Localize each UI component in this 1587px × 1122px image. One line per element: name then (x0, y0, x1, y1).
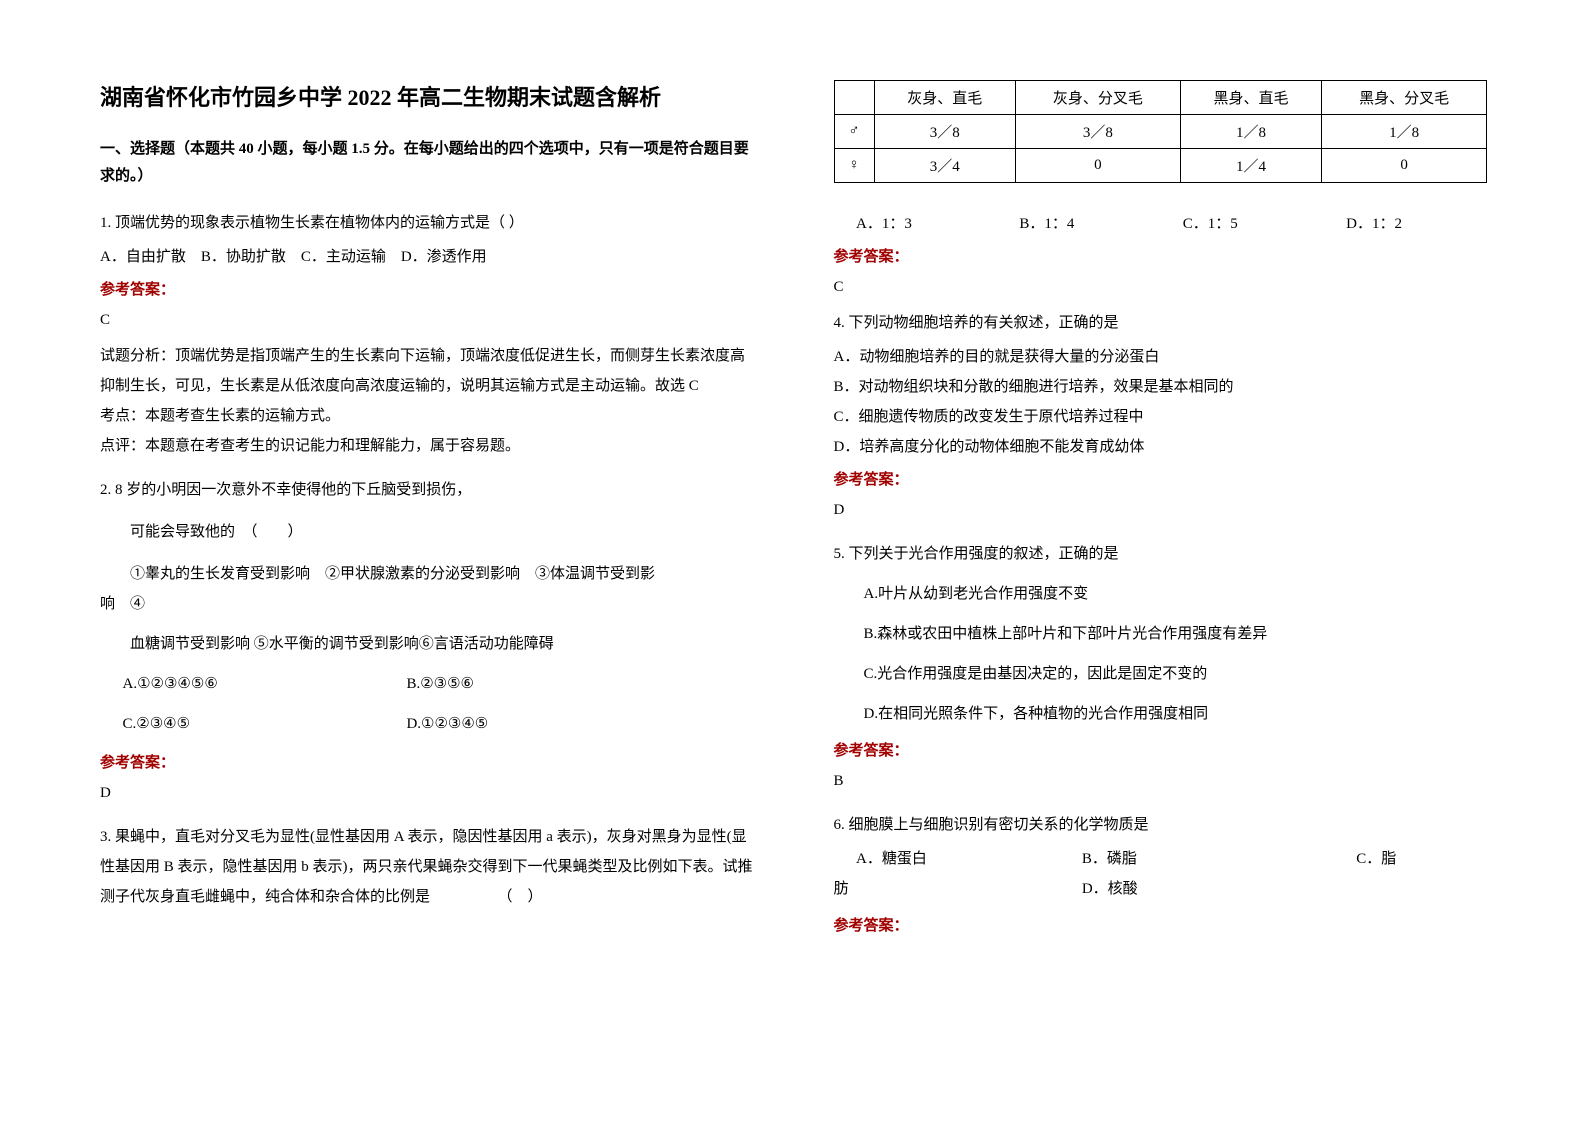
q6-optC: C．脂 (1356, 844, 1487, 874)
q2-stem3b: 响 ④ (100, 589, 754, 619)
q5-optB: B.森林或农田中植株上部叶片和下部叶片光合作用强度有差异 (834, 619, 1488, 649)
table-r0c4: 1／8 (1322, 115, 1487, 149)
q5-optD: D.在相同光照条件下，各种植物的光合作用强度相同 (834, 699, 1488, 729)
q3-optA: A．1：3 (834, 209, 997, 239)
table-row: ♂ 3／8 3／8 1／8 1／8 (834, 115, 1487, 149)
q6-row2: 肪 D．核酸 (834, 874, 1488, 904)
table-header-row: 灰身、直毛 灰身、分叉毛 黑身、直毛 黑身、分叉毛 (834, 81, 1487, 115)
q6-row2a: 肪 (834, 874, 1082, 904)
q5-answer: B (834, 766, 1488, 796)
q1-answer: C (100, 305, 754, 335)
question-1: 1. 顶端优势的现象表示植物生长素在植物体内的运输方式是（ ） A．自由扩散 B… (100, 208, 754, 461)
q3-table: 灰身、直毛 灰身、分叉毛 黑身、直毛 黑身、分叉毛 ♂ 3／8 3／8 1／8 … (834, 80, 1488, 183)
q2-stem4: 血糖调节受到影响 ⑤水平衡的调节受到影响⑥言语活动功能障碍 (100, 629, 754, 659)
q3-optB: B．1：4 (997, 209, 1160, 239)
q5-optA: A.叶片从幼到老光合作用强度不变 (834, 579, 1488, 609)
q4-optA: A．动物细胞培养的目的就是获得大量的分泌蛋白 (834, 342, 1488, 372)
q1-options: A．自由扩散 B．协助扩散 C．主动运输 D．渗透作用 (100, 242, 754, 272)
q6-optA: A．糖蛋白 (834, 844, 1082, 874)
q2-stem1: 2. 8 岁的小明因一次意外不幸使得他的下丘脑受到损伤， (100, 475, 754, 505)
q2-stem3: ①睾丸的生长发育受到影响 ②甲状腺激素的分泌受到影响 ③体温调节受到影 (100, 559, 754, 589)
q5-optC: C.光合作用强度是由基因决定的，因此是固定不变的 (834, 659, 1488, 689)
q1-explain3: 点评：本题意在考查考生的识记能力和理解能力，属于容易题。 (100, 431, 754, 461)
q5-answer-label: 参考答案： (834, 739, 1488, 760)
q2-optD: D.①②③④⑤ (406, 709, 753, 739)
question-6: 6. 细胞膜上与细胞识别有密切关系的化学物质是 A．糖蛋白 B．磷脂 C．脂 肪… (834, 810, 1488, 935)
q1-explain2: 考点：本题考查生长素的运输方式。 (100, 401, 754, 431)
question-2: 2. 8 岁的小明因一次意外不幸使得他的下丘脑受到损伤， 可能会导致他的 （ ）… (100, 475, 754, 808)
table-r0c1: 3／8 (874, 115, 1016, 149)
q2-opts-row2: C.②③④⑤ D.①②③④⑤ (100, 709, 754, 739)
q5-stem: 5. 下列关于光合作用强度的叙述，正确的是 (834, 539, 1488, 569)
q2-answer: D (100, 778, 754, 808)
q1-explain1: 试题分析：顶端优势是指顶端产生的生长素向下运输，顶端浓度低促进生长，而侧芽生长素… (100, 341, 754, 401)
table-r1c0: ♀ (834, 149, 874, 183)
table-h1: 灰身、直毛 (874, 81, 1016, 115)
question-3: 3. 果蝇中，直毛对分叉毛为显性(显性基因用 A 表示，隐因性基因用 a 表示)… (100, 822, 754, 912)
section-heading: 一、选择题（本题共 40 小题，每小题 1.5 分。在每小题给出的四个选项中，只… (100, 136, 754, 190)
q4-optD: D．培养高度分化的动物体细胞不能发育成幼体 (834, 432, 1488, 462)
q4-answer: D (834, 495, 1488, 525)
q4-stem: 4. 下列动物细胞培养的有关叙述，正确的是 (834, 308, 1488, 338)
q3-optD: D．1：2 (1324, 209, 1487, 239)
table-h0 (834, 81, 874, 115)
q6-optD: D．核酸 (1082, 874, 1487, 904)
right-column: 灰身、直毛 灰身、分叉毛 黑身、直毛 黑身、分叉毛 ♂ 3／8 3／8 1／8 … (794, 80, 1528, 1082)
table-h3: 黑身、直毛 (1180, 81, 1322, 115)
q3-stem: 3. 果蝇中，直毛对分叉毛为显性(显性基因用 A 表示，隐因性基因用 a 表示)… (100, 822, 754, 912)
q3-answer-label: 参考答案： (834, 245, 1488, 266)
q6-answer-label: 参考答案： (834, 914, 1488, 935)
q6-optB: B．磷脂 (1082, 844, 1356, 874)
q1-answer-label: 参考答案： (100, 278, 754, 299)
q4-optB: B．对动物组织块和分散的细胞进行培养，效果是基本相同的 (834, 372, 1488, 402)
page-title: 湖南省怀化市竹园乡中学 2022 年高二生物期末试题含解析 (100, 80, 754, 112)
q4-optC: C．细胞遗传物质的改变发生于原代培养过程中 (834, 402, 1488, 432)
question-4: 4. 下列动物细胞培养的有关叙述，正确的是 A．动物细胞培养的目的就是获得大量的… (834, 308, 1488, 525)
q6-row1: A．糖蛋白 B．磷脂 C．脂 (834, 844, 1488, 874)
q2-opts-row1: A.①②③④⑤⑥ B.②③⑤⑥ (100, 669, 754, 699)
q1-stem: 1. 顶端优势的现象表示植物生长素在植物体内的运输方式是（ ） (100, 208, 754, 238)
question-5: 5. 下列关于光合作用强度的叙述，正确的是 A.叶片从幼到老光合作用强度不变 B… (834, 539, 1488, 796)
table-row: ♀ 3／4 0 1／4 0 (834, 149, 1487, 183)
left-column: 湖南省怀化市竹园乡中学 2022 年高二生物期末试题含解析 一、选择题（本题共 … (60, 80, 794, 1082)
q2-stem2: 可能会导致他的 （ ） (100, 517, 754, 547)
table-r1c1: 3／4 (874, 149, 1016, 183)
q2-optA: A.①②③④⑤⑥ (123, 669, 407, 699)
table-h2: 灰身、分叉毛 (1016, 81, 1181, 115)
table-h4: 黑身、分叉毛 (1322, 81, 1487, 115)
q3-options: A．1：3 B．1：4 C．1：5 D．1：2 (834, 209, 1488, 239)
q3-optC: C．1：5 (1160, 209, 1323, 239)
table-r0c2: 3／8 (1016, 115, 1181, 149)
table-r1c2: 0 (1016, 149, 1181, 183)
q6-stem: 6. 细胞膜上与细胞识别有密切关系的化学物质是 (834, 810, 1488, 840)
table-r0c3: 1／8 (1180, 115, 1322, 149)
table-r0c0: ♂ (834, 115, 874, 149)
q2-answer-label: 参考答案： (100, 751, 754, 772)
q3-answer: C (834, 272, 1488, 302)
table-r1c3: 1／4 (1180, 149, 1322, 183)
q2-optC: C.②③④⑤ (123, 709, 407, 739)
q2-optB: B.②③⑤⑥ (406, 669, 753, 699)
table-r1c4: 0 (1322, 149, 1487, 183)
q4-answer-label: 参考答案： (834, 468, 1488, 489)
